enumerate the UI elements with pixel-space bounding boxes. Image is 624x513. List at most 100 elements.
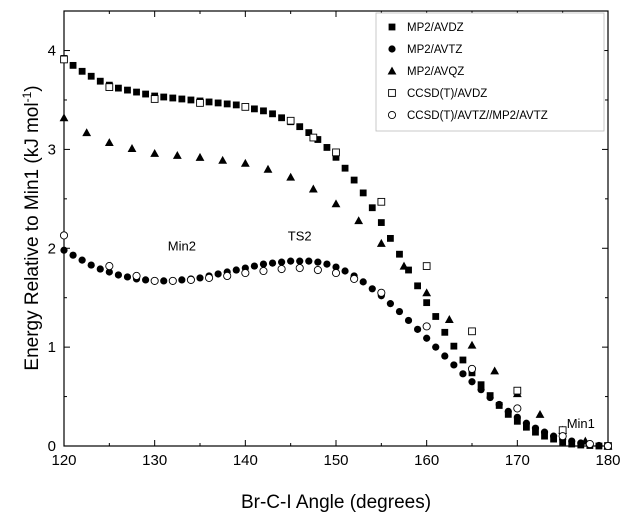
data-point (296, 257, 304, 265)
data-point (595, 441, 603, 450)
data-point (268, 259, 277, 267)
data-point (332, 263, 340, 271)
data-point (468, 378, 476, 386)
data-point (359, 189, 367, 197)
data-points (59, 55, 613, 451)
data-point (354, 216, 364, 225)
data-point (531, 424, 540, 432)
data-point (432, 313, 440, 320)
x-tick-label: 180 (595, 452, 620, 469)
data-point (477, 386, 485, 394)
y-tick-label: 1 (48, 339, 56, 356)
data-point (332, 148, 340, 157)
data-point (513, 413, 521, 421)
data-point (78, 256, 86, 264)
data-point (444, 315, 454, 323)
data-point (467, 364, 477, 373)
data-point (441, 352, 449, 360)
data-point (603, 441, 613, 451)
legend-entry: MP2/AVTZ (407, 44, 462, 56)
legend-marker (387, 66, 397, 75)
data-point (232, 266, 240, 274)
data-point (127, 144, 137, 152)
y-tick-label: 3 (48, 141, 56, 158)
x-tick-label: 160 (414, 452, 439, 469)
series-4 (59, 231, 613, 451)
data-point (532, 428, 539, 436)
data-point (490, 366, 500, 375)
data-point (195, 152, 205, 161)
data-point (96, 265, 104, 273)
data-point (87, 72, 95, 80)
data-point (399, 261, 409, 270)
data-point (260, 107, 267, 115)
data-point (309, 133, 318, 142)
data-point (278, 114, 285, 122)
series-1 (60, 246, 612, 450)
data-point (123, 273, 132, 281)
y-axis-title: Energy Relative to Min1 (kJ mol-1) (20, 85, 43, 370)
data-point (377, 197, 386, 206)
data-point (541, 432, 548, 440)
annotation-label: Min1 (567, 416, 595, 431)
data-point (332, 153, 340, 161)
y-tick-label: 4 (48, 43, 56, 60)
data-point (585, 439, 594, 449)
data-point (350, 274, 359, 283)
data-point (223, 100, 231, 108)
data-point (232, 101, 240, 109)
data-point (150, 276, 159, 285)
data-point (341, 267, 349, 275)
data-point (486, 393, 494, 402)
legend-entry: MP2/AVQZ (407, 66, 464, 78)
data-point (196, 99, 204, 107)
data-point (287, 257, 295, 265)
data-point (459, 356, 467, 364)
y-axis-title-end: ) (22, 85, 43, 91)
data-point (59, 231, 69, 240)
y-tick-label: 0 (48, 438, 56, 455)
data-point (150, 95, 159, 103)
data-point (132, 271, 141, 281)
data-point (423, 334, 431, 342)
data-point (114, 271, 122, 279)
data-point (314, 258, 322, 266)
legend-entry: CCSD(T)/AVTZ//MP2/AVTZ (407, 110, 548, 122)
data-point (535, 409, 545, 418)
data-point (223, 271, 232, 281)
data-point (277, 264, 286, 274)
data-point (178, 95, 186, 103)
data-point (523, 423, 530, 431)
data-point (350, 176, 358, 184)
data-point (82, 128, 92, 137)
data-point (133, 88, 140, 96)
data-point (513, 417, 521, 425)
x-tick-label: 140 (233, 452, 258, 469)
data-point (168, 276, 177, 285)
legend-marker (388, 45, 396, 53)
data-point (172, 150, 182, 159)
data-point (263, 164, 273, 173)
data-point (115, 84, 122, 92)
data-point (69, 251, 77, 259)
data-point (468, 327, 476, 336)
data-point (504, 407, 512, 415)
legend-marker (387, 110, 397, 120)
data-point (540, 428, 549, 436)
data-point (178, 276, 186, 284)
data-point (205, 98, 213, 106)
data-point (422, 262, 431, 270)
data-point (359, 278, 367, 286)
data-point (241, 103, 250, 111)
data-point (60, 246, 68, 254)
data-point (368, 204, 376, 212)
data-point (323, 260, 331, 268)
data-point (160, 93, 168, 101)
data-point (186, 275, 195, 284)
data-point (550, 432, 558, 440)
data-point (450, 342, 458, 350)
y-tick-label: 2 (48, 240, 56, 257)
data-point (308, 184, 318, 193)
data-point (296, 123, 304, 131)
